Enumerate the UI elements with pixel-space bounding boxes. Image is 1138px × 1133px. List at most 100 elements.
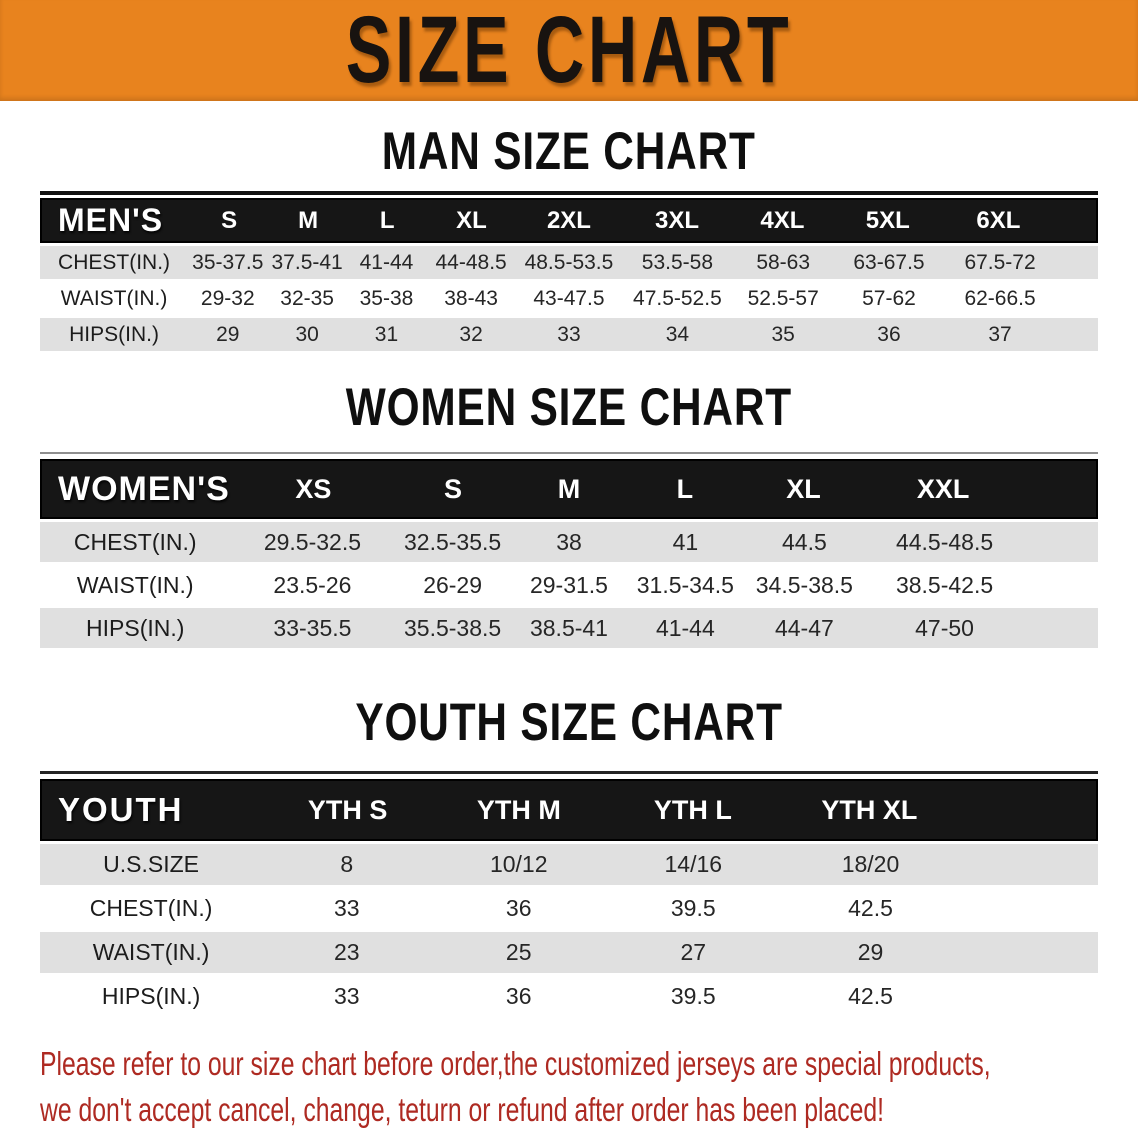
size-value-cell: 44-47 [774, 614, 834, 641]
table-corner-label: WOMEN'S [58, 469, 230, 508]
column-header: YTH S [307, 794, 388, 825]
size-value-cell: 25 [505, 939, 532, 965]
size-value-cell: 42.5 [848, 895, 893, 921]
column-header: S [444, 473, 463, 504]
size-value-cell: 30 [295, 322, 319, 346]
table-row: U.S.SIZE 8 10/12 14/16 18/20 [40, 844, 1098, 885]
size-value-cell: 18/20 [841, 851, 900, 877]
size-value-cell: 36 [877, 322, 901, 346]
column-header: XL [786, 473, 821, 504]
size-value-cell: 38 [556, 528, 582, 555]
women-table-header-row: WOMEN'S XS S M L XL XXL [40, 459, 1098, 519]
size-value-cell: 53.5-58 [641, 250, 714, 274]
size-value-cell: 10/12 [489, 851, 548, 877]
column-header: L [379, 206, 395, 234]
table-row: WAIST(IN.) 23.5-26 26-29 29-31.5 31.5-34.5 34… [40, 565, 1098, 605]
women-section-heading-text: WOMEN SIZE CHART [345, 378, 793, 437]
column-header: 5XL [865, 206, 910, 234]
table-row: HIPS(IN.) 29 30 31 32 33 34 35 36 37 [40, 318, 1098, 351]
men-size-table: MEN'S S M L XL 2XL 3XL 4XL 5XL 6XL CHEST(IN.) 35-3… [40, 191, 1098, 351]
column-header: M [298, 206, 319, 234]
women-size-table: WOMEN'S XS S M L XL XXL CHEST(IN.) 29.5-32.5 32.… [40, 452, 1098, 648]
women-section-heading: WOMEN SIZE CHART [40, 381, 1098, 434]
size-value-cell: 58-63 [756, 250, 811, 274]
row-header: HIPS(IN.) [101, 983, 201, 1009]
size-value-cell: 44.5-48.5 [895, 528, 994, 555]
footer-note-line-2: we don't accept cancel, change, teturn o… [40, 1091, 885, 1128]
size-value-cell: 39.5 [670, 895, 716, 921]
column-header: 3XL [654, 206, 699, 234]
size-value-cell: 33 [334, 895, 360, 921]
size-value-cell: 48.5-53.5 [524, 250, 614, 274]
size-value-cell: 41 [672, 528, 699, 555]
row-header: WAIST(IN.) [60, 286, 168, 310]
column-header: YTH XL [821, 794, 918, 825]
row-header: CHEST(IN.) [58, 250, 171, 274]
size-value-cell: 33-35.5 [273, 614, 352, 641]
size-value-cell: 34.5-38.5 [755, 571, 853, 598]
column-header: YTH M [476, 794, 561, 825]
size-value-cell: 62-66.5 [964, 286, 1036, 310]
men-table-body: CHEST(IN.) 35-37.5 37.5-41 41-44 44-48.5 48.5… [40, 246, 1098, 351]
size-value-cell: 42.5 [848, 983, 893, 1009]
table-corner-label: MEN'S [58, 202, 164, 238]
size-value-cell: 32 [459, 322, 483, 346]
youth-table-header-row: YOUTH YTH S YTH M YTH L YTH XL [40, 779, 1098, 841]
men-section-heading: MAN SIZE CHART [40, 125, 1098, 178]
size-value-cell: 31.5-34.5 [636, 571, 734, 598]
column-header: S [221, 206, 238, 234]
size-value-cell: 38.5-41 [529, 614, 608, 641]
size-value-cell: 38-43 [444, 286, 498, 310]
size-value-cell: 33 [557, 322, 581, 346]
column-header: 4XL [760, 206, 805, 234]
men-size-chart-section: MAN SIZE CHART MEN'S S M L XL 2XL 3XL 4XL 5XL 6XL… [40, 125, 1098, 351]
size-value-cell: 23.5-26 [273, 571, 352, 598]
footer-note-line-1: Please refer to our size chart before or… [40, 1045, 991, 1082]
youth-section-heading-text: YOUTH SIZE CHART [355, 693, 783, 752]
size-value-cell: 57-62 [862, 286, 916, 310]
size-value-cell: 27 [680, 939, 707, 965]
table-corner-label: YOUTH [58, 791, 184, 828]
size-value-cell: 37 [988, 322, 1012, 346]
size-value-cell: 35.5-38.5 [404, 614, 502, 641]
size-value-cell: 34 [665, 322, 690, 346]
size-value-cell: 29 [857, 939, 884, 965]
youth-section-heading: YOUTH SIZE CHART [40, 696, 1098, 749]
size-value-cell: 52.5-57 [747, 286, 819, 310]
table-row: CHEST(IN.) 35-37.5 37.5-41 41-44 44-48.5 48.5… [40, 246, 1098, 279]
size-value-cell: 29.5-32.5 [263, 528, 362, 555]
youth-table-body: U.S.SIZE 8 10/12 14/16 18/20 CHEST(IN.) 33 36 39… [40, 844, 1098, 1017]
size-value-cell: 29-31.5 [529, 571, 608, 598]
row-header: HIPS(IN.) [69, 322, 159, 346]
column-header: M [557, 473, 581, 504]
size-value-cell: 8 [340, 851, 354, 877]
size-value-cell: 26-29 [423, 571, 483, 598]
size-value-cell: 14/16 [664, 851, 723, 877]
table-row: HIPS(IN.) 33 36 39.5 42.5 [40, 976, 1098, 1017]
banner-title: SIZE CHART [345, 0, 793, 103]
size-value-cell: 36 [505, 983, 532, 1009]
table-row: HIPS(IN.) 33-35.5 35.5-38.5 38.5-41 41-44 44-… [40, 608, 1098, 648]
column-header: 2XL [546, 206, 591, 234]
women-size-chart-section: WOMEN SIZE CHART WOMEN'S XS S M L XL XXL CHEST… [40, 381, 1098, 648]
table-row: WAIST(IN.) 29-32 32-35 35-38 38-43 43-47.5 47.… [40, 282, 1098, 315]
column-header: XXL [916, 473, 970, 504]
size-value-cell: 29 [216, 322, 240, 346]
size-chart-banner: SIZE CHART [0, 0, 1138, 101]
size-value-cell: 32-35 [280, 286, 334, 310]
size-value-cell: 35-38 [359, 286, 414, 310]
row-header: CHEST(IN.) [89, 895, 213, 921]
row-header: WAIST(IN.) [76, 571, 194, 598]
column-header: XL [456, 206, 487, 234]
row-header: HIPS(IN.) [86, 614, 185, 641]
size-value-cell: 39.5 [670, 983, 716, 1009]
youth-size-chart-section: YOUTH SIZE CHART YOUTH YTH S YTH M YTH L YTH… [40, 696, 1098, 1017]
column-header: L [676, 473, 694, 504]
size-value-cell: 35-37.5 [192, 250, 264, 274]
column-header: YTH L [653, 794, 732, 825]
chart-content: MAN SIZE CHART MEN'S S M L XL 2XL 3XL 4XL 5XL 6XL… [0, 125, 1138, 1017]
size-value-cell: 41-44 [359, 250, 414, 274]
size-value-cell: 43-47.5 [533, 286, 605, 310]
size-value-cell: 32.5-35.5 [404, 528, 502, 555]
footer-note: Please refer to our size chart before or… [0, 1017, 1138, 1133]
